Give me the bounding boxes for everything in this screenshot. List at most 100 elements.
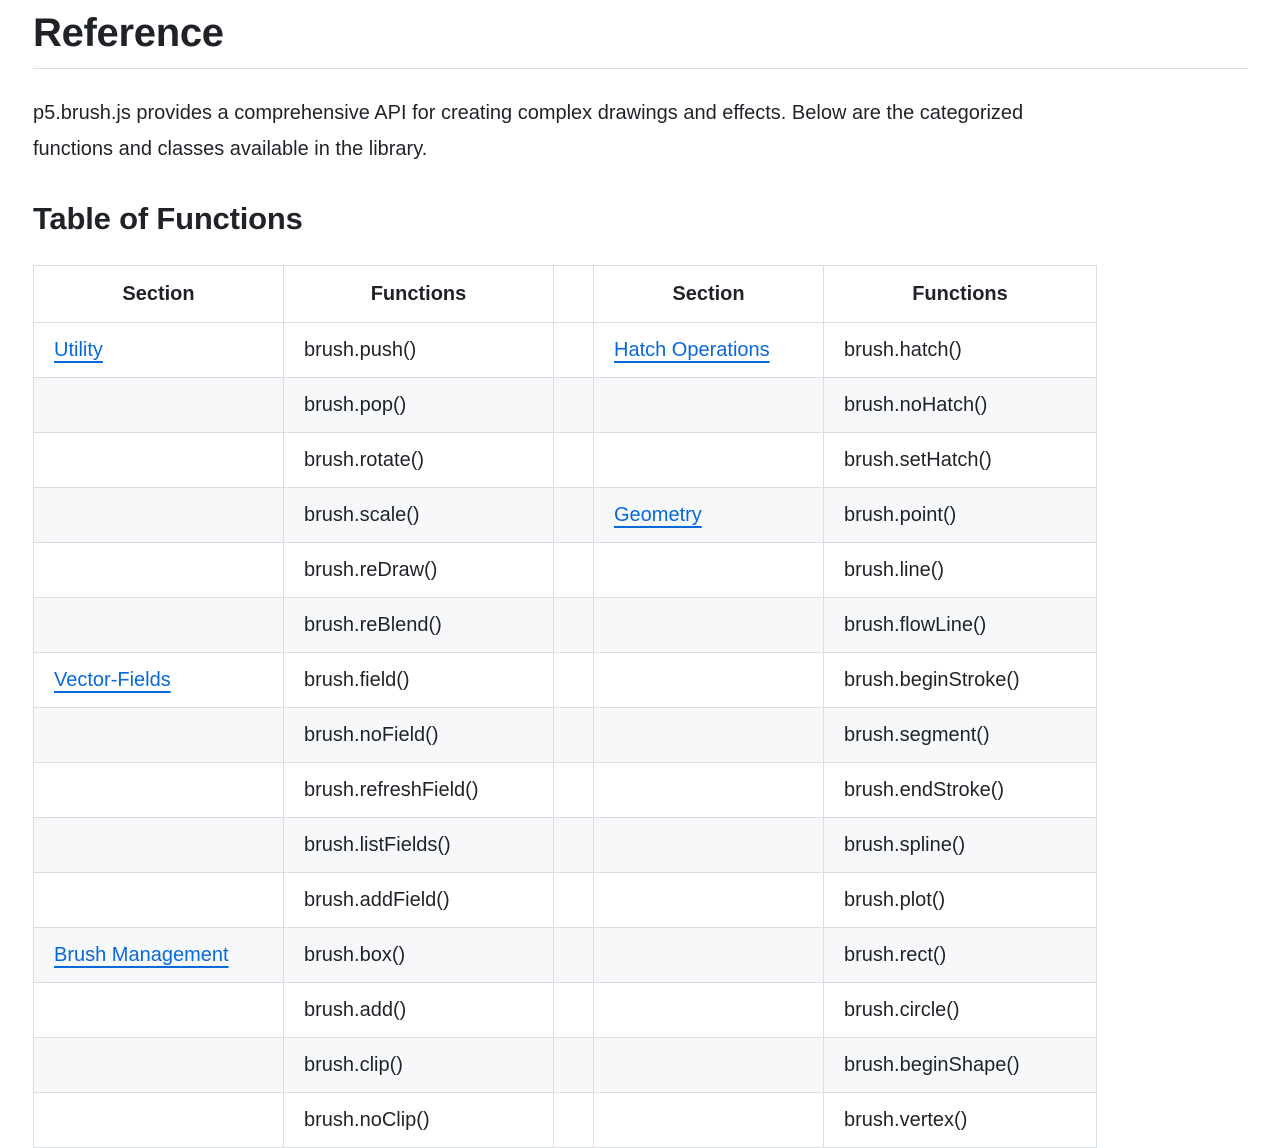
table-row: brush.scale() Geometry brush.point() — [33, 487, 1097, 543]
spacer-cell — [553, 322, 594, 378]
section-cell — [33, 872, 284, 928]
section-cell: Brush Management — [33, 927, 284, 983]
spacer-cell — [553, 817, 594, 873]
header-row: Section Functions Section Functions — [33, 265, 1097, 323]
function-cell: brush.scale() — [283, 487, 554, 543]
spacer-cell — [553, 377, 594, 433]
section-cell — [33, 597, 284, 653]
section-cell — [593, 817, 824, 873]
section-cell — [593, 1092, 824, 1148]
function-cell: brush.flowLine() — [823, 597, 1097, 653]
function-cell: brush.refreshField() — [283, 762, 554, 818]
table-row: Brush Management brush.box() brush.rect() — [33, 927, 1097, 983]
function-cell: brush.point() — [823, 487, 1097, 543]
table-of-functions-heading: Table of Functions — [33, 201, 303, 236]
column-header-spacer — [553, 265, 594, 323]
function-cell: brush.hatch() — [823, 322, 1097, 378]
table-row: brush.noField() brush.segment() — [33, 707, 1097, 763]
functions-table-header: Section Functions Section Functions — [33, 265, 1097, 323]
table-row: Utility brush.push() Hatch Operations brush… — [33, 322, 1097, 378]
function-cell: brush.spline() — [823, 817, 1097, 873]
spacer-cell — [553, 1092, 594, 1148]
table-row: brush.listFields() brush.spline() — [33, 817, 1097, 873]
section-cell — [33, 487, 284, 543]
section-cell: Hatch Operations — [593, 322, 824, 378]
spacer-cell — [553, 707, 594, 763]
section-link[interactable]: Geometry — [614, 503, 702, 526]
section-cell — [33, 1092, 284, 1148]
spacer-cell — [553, 542, 594, 598]
function-cell: brush.clip() — [283, 1037, 554, 1093]
section-cell: Geometry — [593, 487, 824, 543]
column-header-functions-right: Functions — [823, 265, 1097, 323]
table-row: brush.addField() brush.plot() — [33, 872, 1097, 928]
table-row: Vector-Fields brush.field() brush.beginStr… — [33, 652, 1097, 708]
function-cell: brush.noHatch() — [823, 377, 1097, 433]
section-link[interactable]: Vector-Fields — [54, 668, 171, 691]
section-cell — [593, 377, 824, 433]
section-link[interactable]: Brush Management — [54, 943, 229, 966]
functions-table: Section Functions Section Functions Util… — [33, 265, 1097, 1148]
section-cell: Vector-Fields — [33, 652, 284, 708]
table-row: brush.pop() brush.noHatch() — [33, 377, 1097, 433]
section-cell — [593, 762, 824, 818]
section-cell — [33, 1037, 284, 1093]
section-cell — [593, 652, 824, 708]
table-row: brush.noClip() brush.vertex() — [33, 1092, 1097, 1148]
section-cell — [593, 597, 824, 653]
document-page: Reference p5.brush.js provides a compreh… — [0, 8, 1272, 1148]
function-cell: brush.rotate() — [283, 432, 554, 488]
intro-paragraph: p5.brush.js provides a comprehensive API… — [33, 95, 1248, 167]
function-cell: brush.plot() — [823, 872, 1097, 928]
column-header-section-left: Section — [33, 265, 284, 323]
table-row: brush.clip() brush.beginShape() — [33, 1037, 1097, 1093]
function-cell: brush.line() — [823, 542, 1097, 598]
spacer-cell — [553, 1037, 594, 1093]
section-cell: Utility — [33, 322, 284, 378]
section-cell — [593, 542, 824, 598]
spacer-cell — [553, 872, 594, 928]
function-cell: brush.box() — [283, 927, 554, 983]
column-header-section-right: Section — [593, 265, 824, 323]
spacer-cell — [553, 432, 594, 488]
function-cell: brush.circle() — [823, 982, 1097, 1038]
function-cell: brush.endStroke() — [823, 762, 1097, 818]
section-link[interactable]: Utility — [54, 338, 103, 361]
function-cell: brush.segment() — [823, 707, 1097, 763]
spacer-cell — [553, 762, 594, 818]
page-title: Reference — [33, 8, 1248, 69]
section-cell — [593, 927, 824, 983]
section-cell — [593, 982, 824, 1038]
section-cell — [33, 542, 284, 598]
function-cell: brush.setHatch() — [823, 432, 1097, 488]
section-cell — [33, 432, 284, 488]
table-row: brush.add() brush.circle() — [33, 982, 1097, 1038]
section-cell — [33, 817, 284, 873]
section-cell — [593, 432, 824, 488]
function-cell: brush.vertex() — [823, 1092, 1097, 1148]
column-header-functions-left: Functions — [283, 265, 554, 323]
function-cell: brush.listFields() — [283, 817, 554, 873]
function-cell: brush.field() — [283, 652, 554, 708]
spacer-cell — [553, 597, 594, 653]
table-row: brush.rotate() brush.setHatch() — [33, 432, 1097, 488]
function-cell: brush.pop() — [283, 377, 554, 433]
function-cell: brush.beginStroke() — [823, 652, 1097, 708]
intro-line-2: functions and classes available in the l… — [33, 138, 428, 160]
section-cell — [593, 1037, 824, 1093]
section-link[interactable]: Hatch Operations — [614, 338, 770, 361]
functions-table-body: Utility brush.push() Hatch Operations brush… — [33, 322, 1097, 1148]
spacer-cell — [553, 982, 594, 1038]
spacer-cell — [553, 652, 594, 708]
function-cell: brush.beginShape() — [823, 1037, 1097, 1093]
function-cell: brush.add() — [283, 982, 554, 1038]
function-cell: brush.noField() — [283, 707, 554, 763]
section-cell — [33, 762, 284, 818]
section-cell — [593, 872, 824, 928]
section-cell — [33, 982, 284, 1038]
function-cell: brush.push() — [283, 322, 554, 378]
function-cell: brush.addField() — [283, 872, 554, 928]
intro-line-1: p5.brush.js provides a comprehensive API… — [33, 102, 1024, 124]
spacer-cell — [553, 927, 594, 983]
function-cell: brush.reDraw() — [283, 542, 554, 598]
